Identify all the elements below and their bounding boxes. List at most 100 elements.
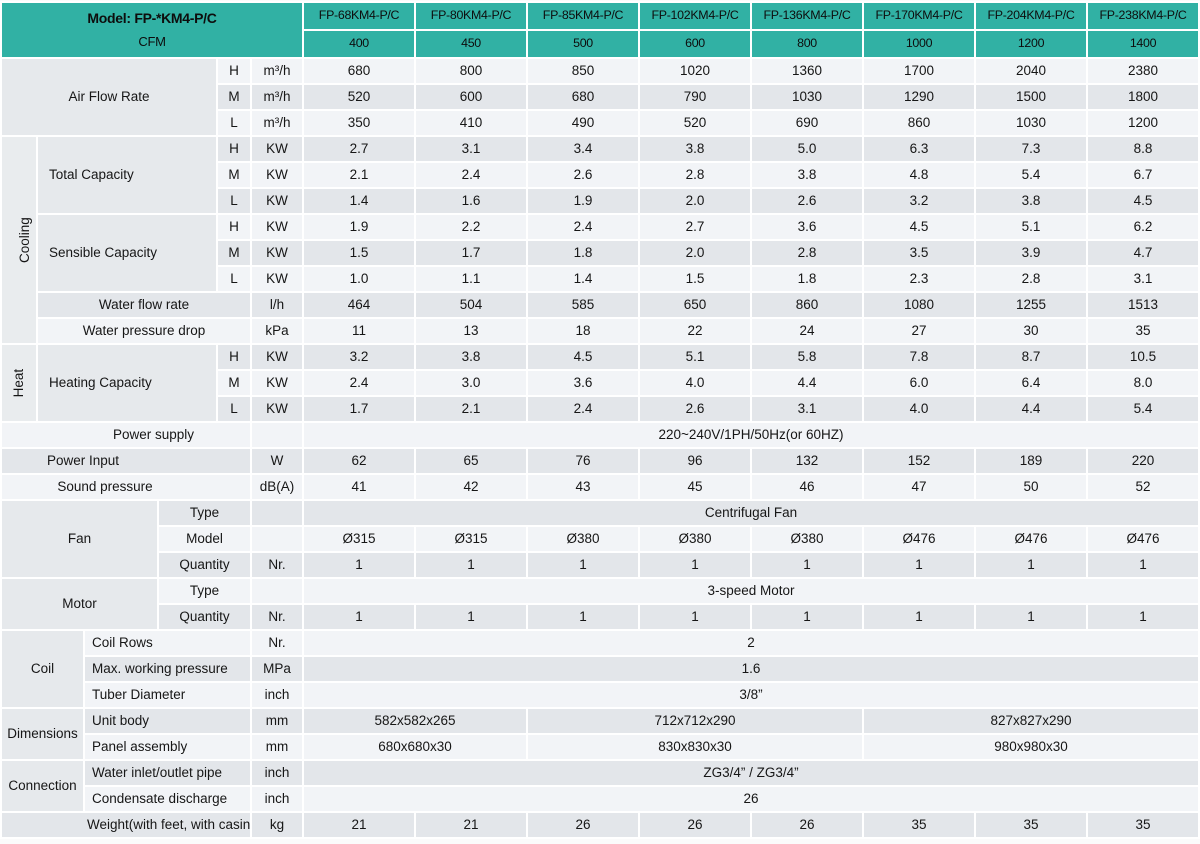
header-row: Model: FP-*KM4-P/C CFM FP-68KM4-P/C FP-80KM… (2, 3, 1198, 57)
data-cell: 1 (528, 605, 638, 629)
data-cell: 1020 (640, 59, 750, 83)
data-cell: 5.1 (640, 345, 750, 369)
data-cell: 2.3 (864, 267, 974, 291)
table-row: L KW 1.4 1.6 1.9 2.0 2.6 3.2 3.8 4.5 (2, 189, 1198, 213)
table-row: Water pressure drop kPa 11 13 18 22 24 27 30 35 (2, 319, 1198, 343)
data-cell: 3.6 (752, 215, 862, 239)
data-cell: 26 (528, 813, 638, 837)
data-cell: 3.8 (976, 189, 1086, 213)
data-cell: 690 (752, 111, 862, 135)
speed-label: H (218, 345, 250, 369)
table-row: Max. working pressure MPa 1.6 (2, 657, 1198, 681)
data-cell: 860 (752, 293, 862, 317)
data-cell: Ø476 (976, 527, 1086, 551)
data-cell: 1.7 (304, 397, 414, 421)
data-cell: 2.1 (304, 163, 414, 187)
unit-cell: KW (252, 137, 302, 161)
unit-cell (252, 527, 302, 551)
row-label: Unit body (85, 709, 250, 733)
data-cell: 5.4 (976, 163, 1086, 187)
unit-cell: l/h (252, 293, 302, 317)
column-header: FP-85KM4-P/C (528, 3, 638, 29)
data-cell: 1800 (1088, 85, 1198, 109)
data-cell: Ø476 (864, 527, 974, 551)
data-cell: 1.9 (304, 215, 414, 239)
data-cell: 7.8 (864, 345, 974, 369)
table-title: Model: FP-*KM4-P/C CFM (2, 3, 302, 57)
data-cell: 680 (304, 59, 414, 83)
table-row: Power supply 220~240V/1PH/50Hz(or 60HZ) (2, 423, 1198, 447)
data-cell: 650 (640, 293, 750, 317)
data-cell: 45 (640, 475, 750, 499)
model-title: Model: FP-*KM4-P/C (87, 10, 217, 27)
data-cell: 10.5 (1088, 345, 1198, 369)
row-label: Max. working pressure (85, 657, 250, 681)
data-cell: 4.7 (1088, 241, 1198, 265)
unit-cell: Nr. (252, 553, 302, 577)
data-cell: 800 (416, 59, 526, 83)
column-header: FP-68KM4-P/C (304, 3, 414, 29)
unit-cell: m³/h (252, 85, 302, 109)
data-cell: 1500 (976, 85, 1086, 109)
row-label: Type (159, 501, 250, 525)
data-cell: 1 (640, 553, 750, 577)
row-label: Quantity (159, 553, 250, 577)
data-cell: 504 (416, 293, 526, 317)
data-cell: 3.8 (416, 345, 526, 369)
data-cell: 5.0 (752, 137, 862, 161)
row-label: Water pressure drop (38, 319, 250, 343)
data-cell: 2.2 (416, 215, 526, 239)
table-row: Cooling Total Capacity H KW 2.7 3.1 3.4 3.8 5.0 6… (2, 137, 1198, 343)
data-cell: 4.5 (864, 215, 974, 239)
data-cell: 3.1 (752, 397, 862, 421)
unit-cell: W (252, 449, 302, 473)
unit-cell: KW (252, 397, 302, 421)
data-cell: 42 (416, 475, 526, 499)
data-cell: 1 (1088, 605, 1198, 629)
unit-cell: MPa (252, 657, 302, 681)
unit-cell: inch (252, 683, 302, 707)
cfm-value: 1000 (864, 31, 974, 57)
data-cell: 2.4 (304, 371, 414, 395)
data-cell: 5.8 (752, 345, 862, 369)
cfm-value: 400 (304, 31, 414, 57)
table-row: Condensate discharge inch 26 (2, 787, 1198, 811)
cfm-value: 500 (528, 31, 638, 57)
data-cell: 712x712x290 (528, 709, 862, 733)
column-header: FP-204KM4-P/C (976, 3, 1086, 29)
data-cell: 1.9 (528, 189, 638, 213)
data-cell: 6.0 (864, 371, 974, 395)
speed-label: L (218, 111, 250, 135)
group-label: Air Flow Rate (2, 59, 216, 135)
data-cell: 1 (304, 553, 414, 577)
data-cell: ZG3/4” / ZG3/4” (304, 761, 1198, 785)
data-cell: 26 (640, 813, 750, 837)
data-cell: 4.5 (1088, 189, 1198, 213)
data-cell: 22 (640, 319, 750, 343)
data-cell: 35 (1088, 813, 1198, 837)
data-cell: 2.7 (640, 215, 750, 239)
speed-label: H (218, 59, 250, 83)
unit-cell: KW (252, 371, 302, 395)
data-cell: 680 (528, 85, 638, 109)
group-label: Dimensions (2, 709, 83, 759)
section-label: Heat (2, 345, 36, 421)
row-label: Type (159, 579, 250, 603)
table-row: Tuber Diameter inch 3/8” (2, 683, 1198, 707)
data-cell: 43 (528, 475, 638, 499)
row-label: Panel assembly (85, 735, 250, 759)
data-cell: 8.7 (976, 345, 1086, 369)
unit-cell: inch (252, 787, 302, 811)
data-cell: 1.1 (416, 267, 526, 291)
data-cell: 2.0 (640, 241, 750, 265)
data-cell: 3.1 (1088, 267, 1198, 291)
cfm-value: 600 (640, 31, 750, 57)
data-cell: 35 (1088, 319, 1198, 343)
table-row: M KW 1.5 1.7 1.8 2.0 2.8 3.5 3.9 4.7 (2, 241, 1198, 265)
data-cell: 1 (976, 605, 1086, 629)
data-cell: 5.4 (1088, 397, 1198, 421)
table-row: M KW 2.1 2.4 2.6 2.8 3.8 4.8 5.4 6.7 (2, 163, 1198, 187)
data-cell: 26 (304, 787, 1198, 811)
